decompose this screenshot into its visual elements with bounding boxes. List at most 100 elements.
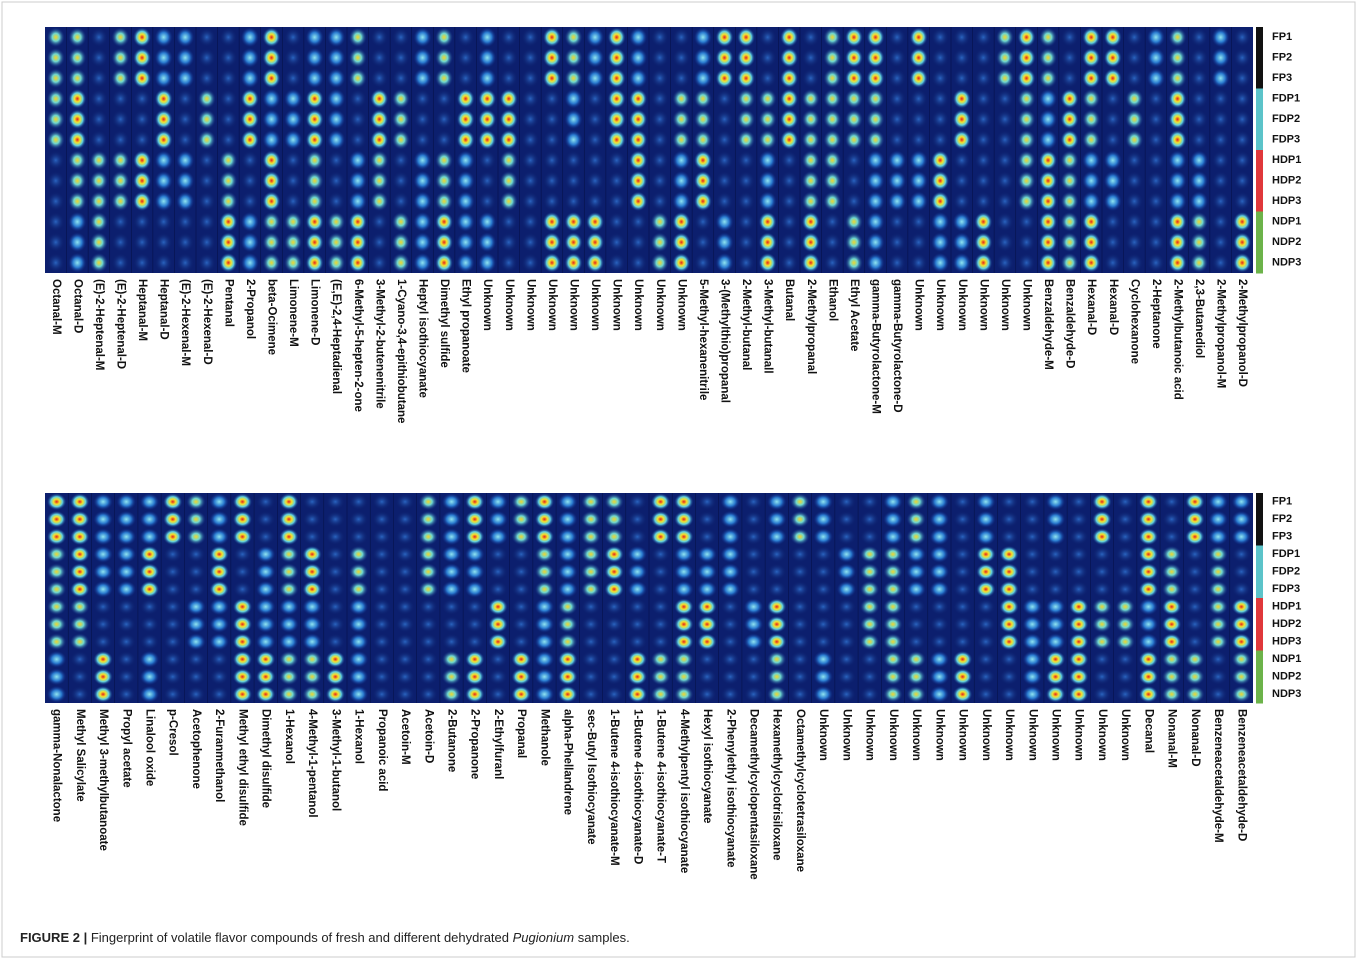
- spot: [759, 109, 777, 129]
- spot: [395, 493, 415, 510]
- spot: [1185, 511, 1205, 528]
- spot: [209, 616, 229, 633]
- spot: [111, 171, 129, 191]
- spot: [953, 48, 971, 68]
- spot: [930, 598, 950, 615]
- spot: [511, 493, 531, 510]
- spot: [1147, 150, 1165, 170]
- spot: [1069, 563, 1089, 580]
- column-label: Unknown: [524, 279, 536, 331]
- spot: [543, 232, 561, 252]
- spot: [326, 493, 346, 510]
- spot: [1168, 253, 1186, 273]
- spot: [163, 511, 183, 528]
- spot: [1147, 171, 1165, 191]
- spot: [931, 48, 949, 68]
- spot: [888, 89, 906, 109]
- spot: [306, 171, 324, 191]
- spot: [535, 511, 555, 528]
- spot: [155, 130, 173, 150]
- spot: [651, 668, 671, 685]
- spot: [543, 27, 561, 47]
- spot: [813, 651, 833, 668]
- spot: [370, 27, 388, 47]
- spot: [845, 171, 863, 191]
- column-label: 2-Methylbutanoic acid: [1171, 279, 1183, 400]
- spot: [176, 48, 194, 68]
- spot: [1232, 563, 1252, 580]
- spot: [372, 581, 392, 598]
- spot: [931, 150, 949, 170]
- column-label: Methyl ethyl disulfide: [236, 709, 248, 826]
- spot: [1069, 511, 1089, 528]
- spot: [813, 616, 833, 633]
- spot: [1185, 581, 1205, 598]
- spot: [715, 130, 733, 150]
- spot: [1039, 253, 1057, 273]
- column-label: 1-Butene 4-isothiocyanate-D: [631, 709, 643, 864]
- spot: [1185, 633, 1205, 650]
- spot: [163, 528, 183, 545]
- group-bar: [1256, 493, 1263, 511]
- spot: [68, 130, 86, 150]
- spot: [1082, 109, 1100, 129]
- spot: [395, 563, 415, 580]
- spot: [133, 27, 151, 47]
- spot: [47, 511, 67, 528]
- spot: [1232, 598, 1252, 615]
- spot: [1125, 171, 1143, 191]
- spot: [535, 563, 555, 580]
- spot: [953, 212, 971, 232]
- spot: [176, 89, 194, 109]
- row-label: NDP1: [1272, 653, 1301, 665]
- column-label: Heptanal-M: [136, 279, 148, 341]
- spot: [488, 546, 508, 563]
- spot: [906, 598, 926, 615]
- column-label: Hexanal-D: [1085, 279, 1097, 335]
- spot: [90, 48, 108, 68]
- spot: [457, 253, 475, 273]
- spot: [90, 130, 108, 150]
- spot: [651, 511, 671, 528]
- spot: [558, 598, 578, 615]
- spot: [535, 546, 555, 563]
- spot: [1139, 686, 1159, 703]
- spot: [759, 89, 777, 109]
- spot: [1104, 130, 1122, 150]
- spot: [47, 563, 67, 580]
- column-label: Unknown: [887, 709, 899, 761]
- spot: [564, 150, 582, 170]
- spot: [996, 212, 1014, 232]
- spot: [883, 581, 903, 598]
- spot: [629, 212, 647, 232]
- spot: [521, 150, 539, 170]
- spot: [999, 528, 1019, 545]
- spot: [744, 528, 764, 545]
- spot: [241, 89, 259, 109]
- column-label: Unknown: [840, 709, 852, 761]
- spot: [511, 686, 531, 703]
- spot: [715, 171, 733, 191]
- column-label: 2-Heptanone: [1150, 279, 1162, 349]
- spot: [349, 109, 367, 129]
- spot: [586, 48, 604, 68]
- column-label: Acetoin-M: [399, 709, 411, 765]
- spot: [604, 633, 624, 650]
- spot: [111, 150, 129, 170]
- spot: [586, 253, 604, 273]
- group-bar: [1256, 171, 1263, 192]
- spot: [976, 616, 996, 633]
- row-label: HDP1: [1272, 601, 1301, 613]
- spot: [1212, 109, 1230, 129]
- spot: [906, 563, 926, 580]
- spot: [790, 668, 810, 685]
- spot: [1212, 27, 1230, 47]
- spot: [845, 48, 863, 68]
- spot: [996, 130, 1014, 150]
- spot: [543, 130, 561, 150]
- spot: [672, 253, 690, 273]
- spot: [349, 546, 369, 563]
- spot: [68, 191, 86, 211]
- spot: [1092, 546, 1112, 563]
- column-label: 2-Methylpropanol-D: [1236, 279, 1248, 387]
